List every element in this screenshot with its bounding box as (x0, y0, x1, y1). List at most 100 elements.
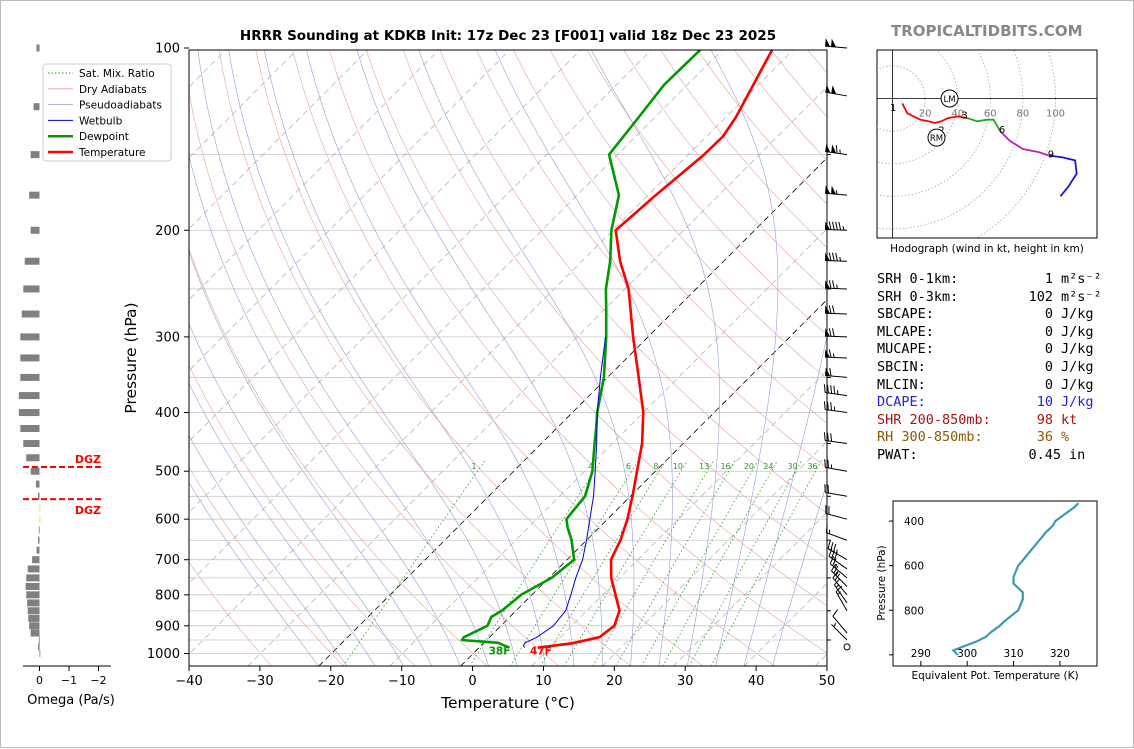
wind-barb (826, 505, 847, 519)
legend-label: Pseudoadiabats (79, 100, 162, 112)
theta-e-y-tick-label: 400 (904, 516, 924, 528)
index-label: PWAT: (877, 447, 995, 465)
wind-barb (833, 571, 847, 595)
pseudoadiabat-line (494, 48, 672, 666)
omega-bar (32, 556, 39, 563)
y-tick-label: 300 (155, 330, 180, 345)
index-unit: J/kg (1053, 306, 1094, 324)
wind-barb (824, 432, 847, 443)
barb-flag (825, 144, 830, 153)
omega-bar (38, 643, 39, 650)
barb-half (843, 226, 844, 230)
barb-half (836, 190, 837, 194)
omega-tick-label: −2 (90, 674, 106, 687)
hodograph-frame (877, 50, 1097, 238)
y-tick-label: 800 (155, 588, 180, 603)
x-tick-label: −40 (175, 674, 202, 689)
legend-label: Dewpoint (79, 131, 129, 143)
x-tick-label: 50 (819, 674, 836, 689)
barb-shaft (825, 313, 847, 314)
barb-full (828, 541, 830, 549)
dgz-label: DGZ (75, 453, 101, 466)
omega-bar (39, 637, 40, 644)
isotherm-line (1, 48, 15, 666)
y-tick-label: 700 (155, 553, 180, 568)
omega-bar (20, 333, 39, 340)
wind-barb (831, 623, 847, 640)
hodograph-caption: Hodograph (wind in kt, height in km) (890, 243, 1084, 255)
index-value: 102 (1005, 289, 1053, 307)
index-value: 10 (1005, 394, 1053, 412)
index-unit: kt (1053, 412, 1077, 430)
barb-full (828, 485, 829, 493)
hodograph-height-label: 6 (999, 125, 1005, 136)
skewt-ylabel: Pressure (hPa) (122, 302, 140, 413)
x-tick-label: 20 (606, 674, 623, 689)
index-unit: J/kg (1053, 394, 1094, 412)
omega-bar (31, 629, 40, 636)
index-value: 0 (1005, 306, 1053, 324)
wetbulb-profile (524, 337, 606, 648)
barb-flag (831, 186, 836, 194)
dgz-label: DGZ (75, 504, 101, 517)
mixing-ratio-label: 24 (763, 462, 773, 471)
barb-flag (825, 368, 830, 376)
barb-full (836, 222, 838, 230)
index-value: 1 (1005, 271, 1053, 289)
wind-barb (825, 459, 847, 471)
y-tick-label: 400 (155, 406, 180, 421)
omega-tick-label: 0 (36, 674, 43, 687)
omega-bar (31, 227, 40, 234)
omega-bar (19, 409, 40, 416)
barb-flag (825, 185, 830, 193)
barb-shaft (825, 260, 847, 261)
wind-barbs (824, 38, 850, 650)
index-value: 0.45 (995, 447, 1061, 465)
wind-barb (836, 586, 847, 611)
pseudoadiabat-line (198, 48, 489, 666)
omega-bar (20, 374, 39, 381)
omega-tick-label: −1 (61, 674, 77, 687)
pseudoadiabat-line (306, 48, 574, 666)
hodograph: 2040608010012369LMRM (730, 1, 1098, 262)
barb-full (832, 280, 834, 288)
index-unit: J/kg (1053, 377, 1094, 395)
barb-half (833, 353, 834, 357)
wind-barb (825, 144, 847, 155)
wind-barb (825, 328, 847, 337)
omega-bar (40, 516, 41, 523)
mixing-ratio-label: 36 (807, 462, 817, 471)
mixing-ratio-label: 20 (744, 462, 754, 471)
wind-barb (824, 401, 847, 412)
omega-bar (26, 583, 40, 590)
omega-bar (38, 493, 39, 500)
calm-circle (844, 644, 850, 650)
omega-bar (37, 547, 40, 554)
barb-full (828, 385, 829, 393)
wind-barb (833, 609, 847, 633)
omega-bar (37, 45, 40, 52)
hodograph-height-label: 3 (961, 110, 967, 121)
barb-full (829, 349, 831, 357)
barb-half (834, 623, 836, 627)
barb-full (825, 484, 826, 492)
barb-shaft (825, 492, 847, 496)
wind-barb (829, 549, 847, 569)
omega-bar (26, 574, 39, 581)
wind-barb (825, 222, 847, 231)
barb-full (824, 384, 825, 392)
barb-full (829, 222, 831, 230)
barb-full (825, 459, 826, 467)
y-tick-label: 1000 (147, 647, 180, 662)
mixing-ratio-label: 8 (653, 462, 658, 471)
hodograph-ring-label: 20 (919, 109, 932, 120)
wind-barb (825, 349, 847, 358)
mixing-ratio-label: 13 (699, 462, 709, 471)
omega-bar (23, 440, 39, 447)
barb-half (836, 584, 839, 587)
